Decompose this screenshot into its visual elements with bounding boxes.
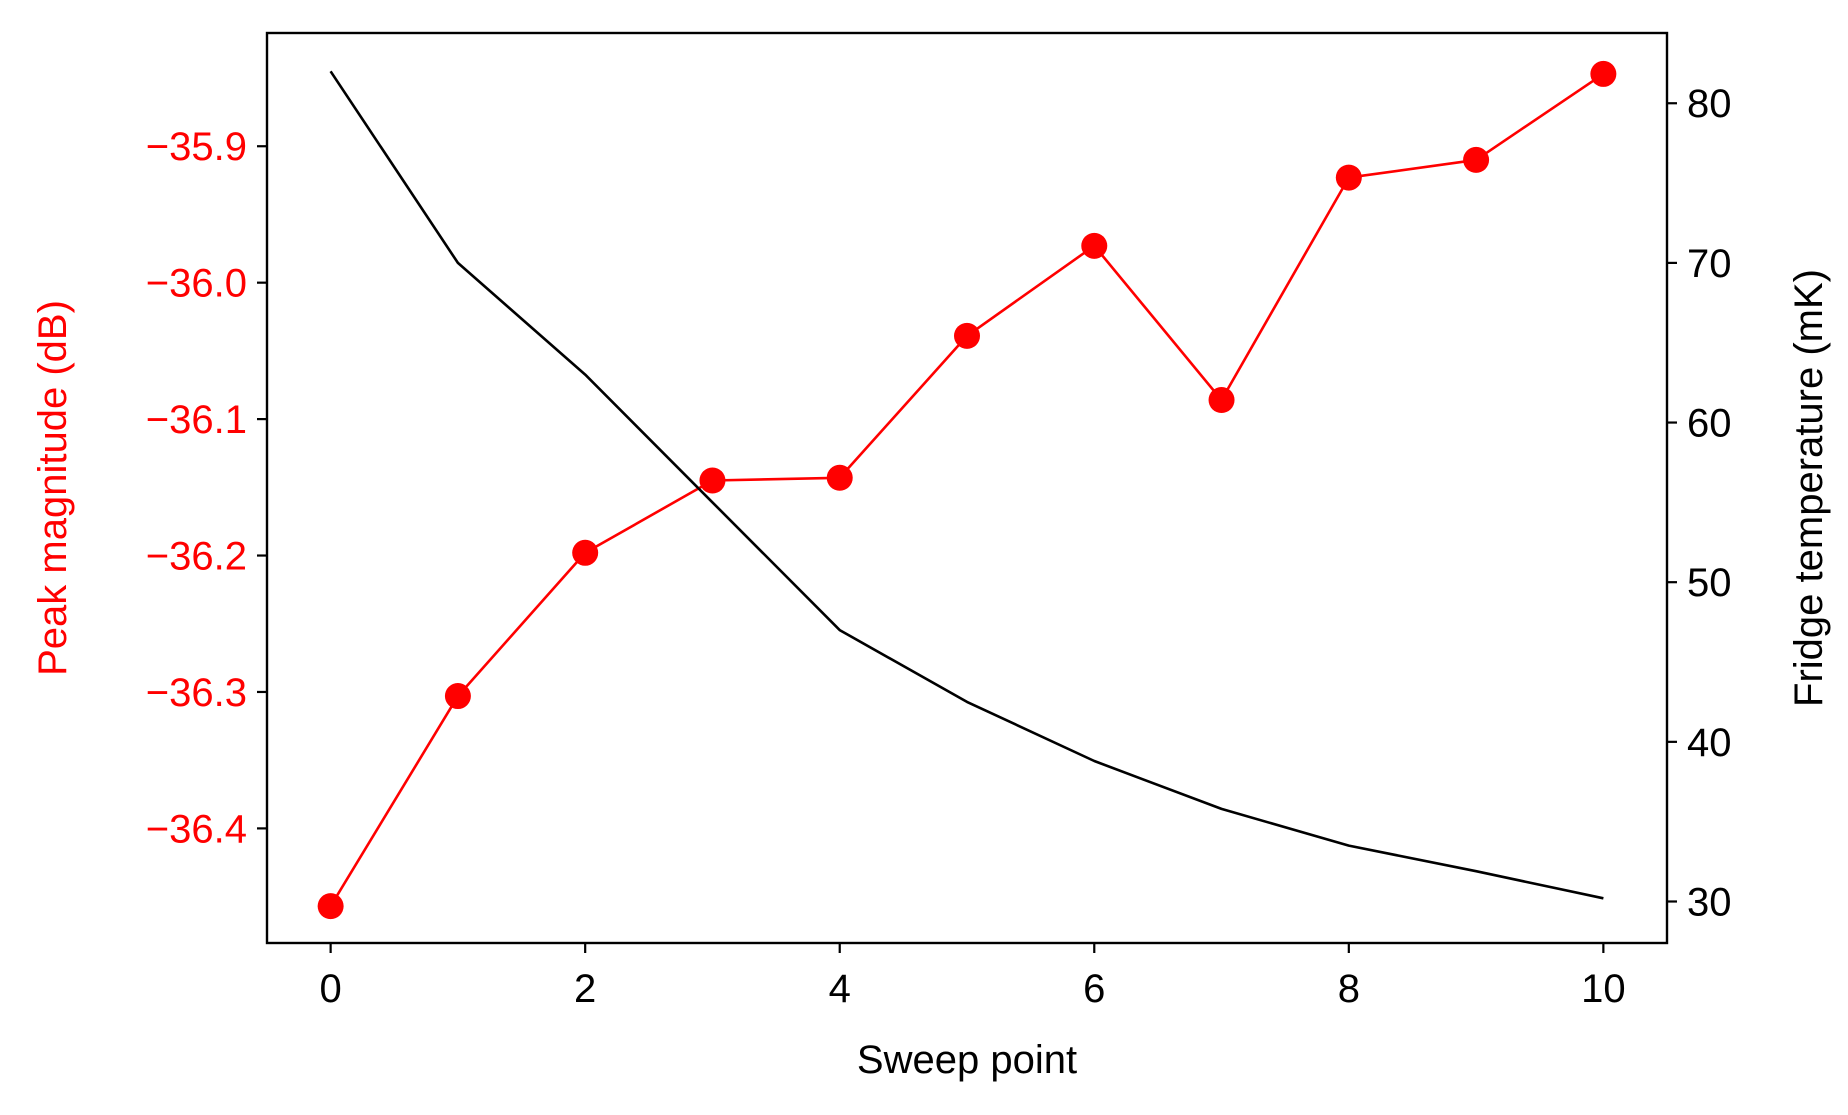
left-y-tick-label: −36.3 bbox=[146, 671, 247, 715]
left-y-tick-label: −35.9 bbox=[146, 125, 247, 169]
right-y-tick-label: 30 bbox=[1687, 880, 1732, 924]
peak-magnitude-point bbox=[317, 893, 344, 920]
fridge-temperature-line bbox=[329, 70, 1604, 900]
left-y-tick-label: −36.1 bbox=[146, 398, 247, 442]
x-tick-label: 4 bbox=[829, 967, 851, 1011]
plot-frame bbox=[265, 31, 1669, 945]
left-y-axis-title: Peak magnitude (dB) bbox=[31, 300, 75, 676]
x-tick-label: 8 bbox=[1338, 967, 1360, 1011]
x-axis-title: Sweep point bbox=[857, 1038, 1077, 1082]
peak-magnitude-point bbox=[572, 539, 599, 566]
peak-magnitude-point bbox=[1463, 146, 1490, 173]
left-y-tick-label: −36.2 bbox=[146, 535, 247, 579]
peak-magnitude-point bbox=[1208, 387, 1235, 414]
x-tick-label: 0 bbox=[320, 967, 342, 1011]
x-tick-label: 6 bbox=[1083, 967, 1105, 1011]
right-y-axis-title: Fridge temperature (mK) bbox=[1787, 269, 1831, 707]
right-y-tick-label: 70 bbox=[1687, 242, 1732, 286]
left-y-tick-label: −36.0 bbox=[146, 262, 247, 306]
peak-magnitude-point bbox=[444, 683, 471, 710]
peak-magnitude-point bbox=[1590, 60, 1617, 87]
x-tick-label: 2 bbox=[574, 967, 596, 1011]
right-y-tick-label: 80 bbox=[1687, 82, 1732, 126]
right-y-tick-label: 40 bbox=[1687, 721, 1732, 765]
peak-magnitude-point bbox=[954, 322, 980, 349]
left-y-tick-label: −36.4 bbox=[146, 807, 247, 851]
x-tick-label: 10 bbox=[1581, 967, 1626, 1011]
right-y-tick-label: 60 bbox=[1687, 402, 1732, 446]
peak-magnitude-point bbox=[826, 464, 853, 491]
peak-magnitude-point bbox=[1335, 164, 1362, 191]
peak-magnitude-point bbox=[699, 467, 726, 494]
series-layer bbox=[317, 60, 1617, 920]
axes-layer: 0 2 4 6 8 10 −35.9 −36.0 −36.1 −36.2 −36.3 −36.4 30 4… bbox=[146, 82, 1732, 1011]
right-y-tick-label: 50 bbox=[1687, 561, 1732, 605]
peak-magnitude-point bbox=[1081, 232, 1108, 259]
